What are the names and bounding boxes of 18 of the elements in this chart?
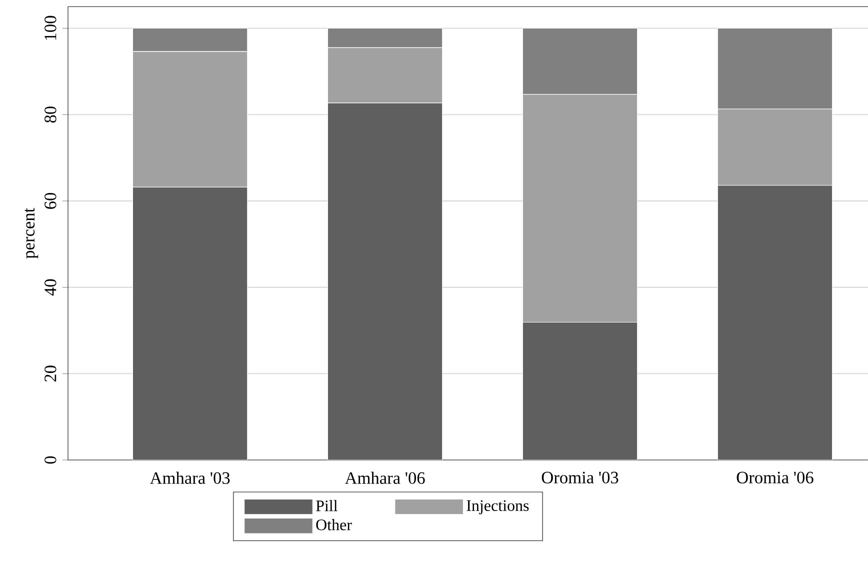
y-tick-label: 100 xyxy=(44,16,56,40)
legend-label: Other xyxy=(316,519,352,530)
y-tick-label: 60 xyxy=(44,193,56,210)
y-tick-label: 20 xyxy=(44,366,56,382)
legend-label: Injections xyxy=(466,500,529,514)
y-axis-title: percent xyxy=(24,208,38,259)
legend-label: Pill xyxy=(316,500,338,512)
x-tick-label: Oromia '06 xyxy=(736,472,814,484)
y-tick-label: 80 xyxy=(44,106,56,123)
bar xyxy=(327,102,443,460)
bar xyxy=(717,185,833,460)
x-tick-label: Amhara '03 xyxy=(150,472,230,484)
bar xyxy=(132,187,248,460)
y-tick-label: 40 xyxy=(44,279,56,296)
y-tick-label: 0 xyxy=(44,456,56,464)
bar xyxy=(522,322,638,460)
x-tick-label: Oromia '03 xyxy=(542,472,618,484)
x-tick-label: Amhara '06 xyxy=(344,472,425,484)
